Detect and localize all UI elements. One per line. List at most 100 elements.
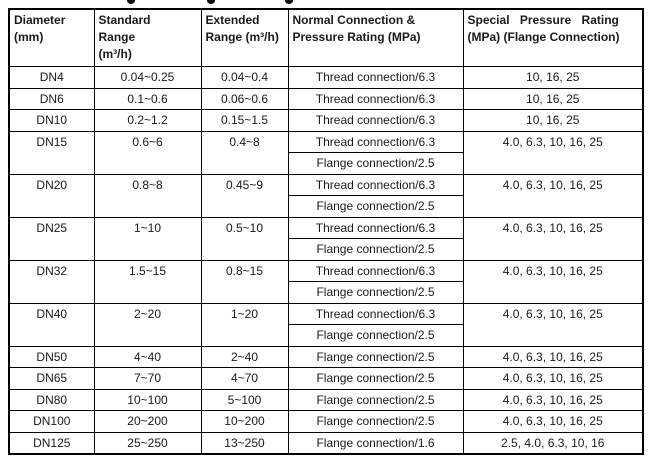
table-row: DN32 1.5~15 0.8~15 Thread connection/6.3…: [8, 259, 644, 304]
standard-range-cell: 10~100: [93, 388, 202, 411]
cropped-title-fragment: [285, 0, 293, 4]
standard-range-cell: 20~200: [93, 410, 202, 433]
diameter-cell: DN20: [8, 173, 95, 218]
special-rating-cell: 4.0, 6.3, 10, 16, 25: [462, 388, 644, 411]
special-rating-cell: 10, 16, 25: [462, 109, 644, 132]
connection-cell: Flange connection/2.5: [287, 388, 464, 411]
header-line: (m³/h): [98, 47, 132, 61]
special-rating-cell: 4.0, 6.3, 10, 16, 25: [462, 302, 644, 347]
extended-range-cell: 0.4~8: [200, 130, 289, 175]
header-row: Diameter (mm) Standard Range (m³/h) Exte…: [8, 8, 644, 67]
diameter-cell: DN125: [8, 431, 95, 454]
table-row: DN25 1~10 0.5~10 Thread connection/6.3 4…: [8, 216, 644, 261]
table-row: DN20 0.8~8 0.45~9 Thread connection/6.3 …: [8, 173, 644, 218]
extended-range-cell: 4~70: [200, 367, 289, 390]
table-row: DN50 4~40 2~40 Flange connection/2.5 4.0…: [8, 345, 644, 368]
column-header-special-pressure-rating: Special Pressure Rating (MPa) (Flange Co…: [462, 8, 644, 67]
special-rating-cell: 4.0, 6.3, 10, 16, 25: [462, 216, 644, 261]
connection-cell: Thread connection/6.3: [287, 302, 464, 325]
header-line: Extended: [205, 13, 260, 27]
standard-range-cell: 25~250: [93, 431, 202, 454]
standard-range-cell: 0.04~0.25: [93, 66, 202, 89]
extended-range-cell: 0.8~15: [200, 259, 289, 304]
standard-range-cell: 0.8~8: [93, 173, 202, 218]
extended-range-cell: 1~20: [200, 302, 289, 347]
special-rating-cell: 4.0, 6.3, 10, 16, 25: [462, 367, 644, 390]
table-row: DN10 0.2~1.2 0.15~1.5 Thread connection/…: [8, 109, 644, 132]
standard-range-cell: 4~40: [93, 345, 202, 368]
special-rating-cell: 4.0, 6.3, 10, 16, 25: [462, 410, 644, 433]
special-rating-cell: 4.0, 6.3, 10, 16, 25: [462, 259, 644, 304]
diameter-cell: DN15: [8, 130, 95, 175]
extended-range-cell: 5~100: [200, 388, 289, 411]
header-line: Pressure Rating (MPa): [292, 30, 421, 44]
special-rating-cell: 2.5, 4.0, 6.3, 10, 16: [462, 431, 644, 454]
table-row: DN15 0.6~6 0.4~8 Thread connection/6.3 4…: [8, 130, 644, 175]
diameter-cell: DN50: [8, 345, 95, 368]
special-rating-cell: 10, 16, 25: [462, 66, 644, 89]
table-row: DN125 25~250 13~250 Flange connection/1.…: [8, 431, 644, 454]
standard-range-cell: 0.6~6: [93, 130, 202, 175]
standard-range-cell: 1.5~15: [93, 259, 202, 304]
extended-range-cell: 10~200: [200, 410, 289, 433]
connection-cell: Thread connection/6.3: [287, 216, 464, 239]
header-line: Normal Connection &: [292, 13, 416, 27]
extended-range-cell: 0.5~10: [200, 216, 289, 261]
connection-cell: Thread connection/6.3: [287, 87, 464, 110]
table-row: DN80 10~100 5~100 Flange connection/2.5 …: [8, 388, 644, 411]
extended-range-cell: 0.45~9: [200, 173, 289, 218]
standard-range-cell: 0.1~0.6: [93, 87, 202, 110]
table-row: DN6 0.1~0.6 0.06~0.6 Thread connection/6…: [8, 87, 644, 110]
connection-cell: Flange connection/2.5: [287, 345, 464, 368]
table-row: Flange connection/2.5: [9, 324, 643, 347]
cropped-title-fragment: [207, 0, 215, 4]
connection-cell: Flange connection/2.5: [287, 410, 464, 433]
diameter-cell: DN25: [8, 216, 95, 261]
extended-range-cell: 2~40: [200, 345, 289, 368]
connection-cell: Thread connection/6.3: [287, 109, 464, 132]
diameter-cell: DN10: [8, 109, 95, 132]
table-row: DN4 0.04~0.25 0.04~0.4 Thread connection…: [8, 66, 644, 89]
header-line: Range (m³/h): [205, 30, 279, 44]
header-line: (MPa) (Flange Connection): [467, 30, 620, 44]
diameter-cell: DN40: [8, 302, 95, 347]
standard-range-cell: 0.2~1.2: [93, 109, 202, 132]
connection-cell: Flange connection/2.5: [287, 238, 464, 261]
header-line: Range: [98, 30, 136, 44]
diameter-cell: DN32: [8, 259, 95, 304]
connection-cell: Thread connection/6.3: [287, 259, 464, 282]
connection-cell: Flange connection/1.6: [287, 431, 464, 454]
connection-cell: Flange connection/2.5: [287, 324, 464, 347]
connection-cell: Thread connection/6.3: [287, 66, 464, 89]
standard-range-cell: 7~70: [93, 367, 202, 390]
specifications-table: Diameter (mm) Standard Range (m³/h) Exte…: [8, 8, 644, 455]
table-row: DN65 7~70 4~70 Flange connection/2.5 4.0…: [8, 367, 644, 390]
cropped-title-fragment: [127, 0, 135, 4]
header-line: Special Pressure Rating: [467, 13, 619, 27]
connection-cell: Thread connection/6.3: [287, 173, 464, 196]
header-line: (mm): [14, 30, 44, 44]
diameter-cell: DN6: [8, 87, 95, 110]
table-row: DN100 20~200 10~200 Flange connection/2.…: [8, 410, 644, 433]
header-line: Diameter: [14, 13, 66, 27]
table-row: DN40 2~20 1~20 Thread connection/6.3 4.0…: [8, 302, 644, 347]
column-header-extended-range: Extended Range (m³/h): [200, 8, 289, 67]
standard-range-cell: 2~20: [93, 302, 202, 347]
special-rating-cell: 10, 16, 25: [462, 87, 644, 110]
column-header-diameter: Diameter (mm): [8, 8, 95, 67]
connection-cell: Flange connection/2.5: [287, 152, 464, 175]
extended-range-cell: 0.15~1.5: [200, 109, 289, 132]
extended-range-cell: 0.04~0.4: [200, 66, 289, 89]
extended-range-cell: 0.06~0.6: [200, 87, 289, 110]
header-line: Standard: [98, 13, 151, 27]
column-header-normal-connection: Normal Connection & Pressure Rating (MPa…: [287, 8, 464, 67]
diameter-cell: DN65: [8, 367, 95, 390]
diameter-cell: DN100: [8, 410, 95, 433]
column-header-standard-range: Standard Range (m³/h): [93, 8, 202, 67]
connection-cell: Thread connection/6.3: [287, 130, 464, 153]
special-rating-cell: 4.0, 6.3, 10, 16, 25: [462, 173, 644, 218]
diameter-cell: DN4: [8, 66, 95, 89]
diameter-cell: DN80: [8, 388, 95, 411]
special-rating-cell: 4.0, 6.3, 10, 16, 25: [462, 130, 644, 175]
standard-range-cell: 1~10: [93, 216, 202, 261]
